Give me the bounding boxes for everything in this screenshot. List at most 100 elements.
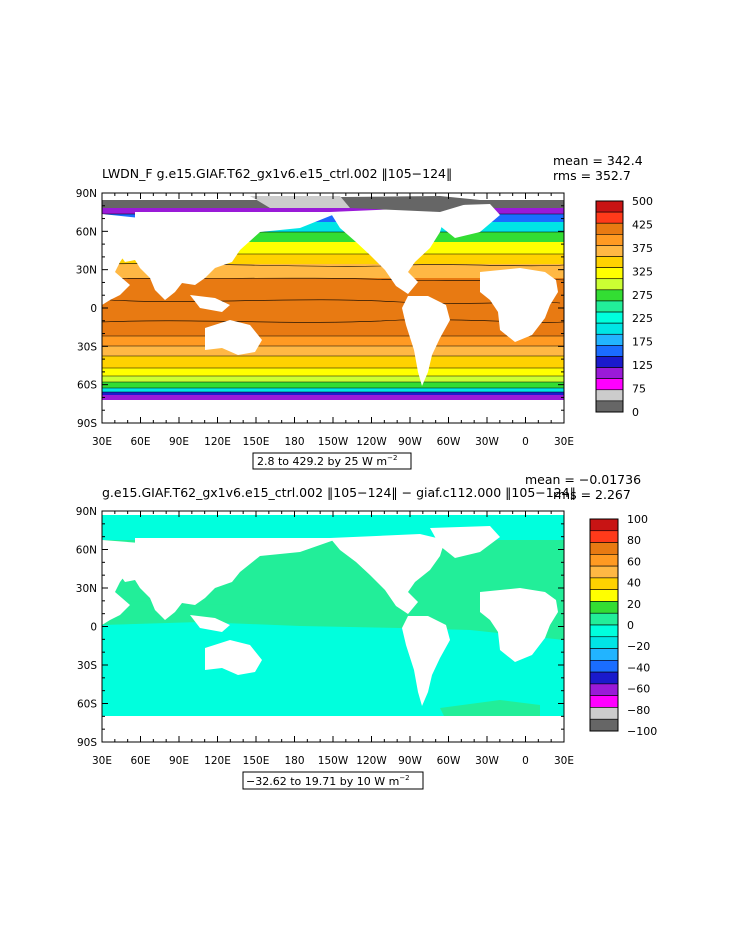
panel-1-range-units-sup: −2 <box>387 454 397 462</box>
colorbar-label: 125 <box>632 359 653 372</box>
colorbar-swatch <box>595 345 624 357</box>
colorbar-label: 175 <box>632 336 653 349</box>
panel-2-range-value: −32.62 to 19.71 by 10 W m <box>246 775 399 788</box>
lat-label: 30N <box>76 583 97 595</box>
land-south-america <box>402 296 450 386</box>
panel-1-axis-ticks <box>101 192 565 424</box>
colorbar-swatch <box>589 542 619 555</box>
lon-label: 150E <box>243 436 270 448</box>
land-maritime <box>190 295 230 312</box>
ocean-band <box>102 346 564 356</box>
colorbar-swatch <box>589 601 619 614</box>
colorbar-swatch <box>589 718 619 732</box>
colorbar-label: 275 <box>632 289 653 302</box>
colorbar-label: 225 <box>632 312 653 325</box>
lon-label: 150W <box>318 436 349 448</box>
colorbar-swatch <box>595 289 624 302</box>
lon-label: 120W <box>356 755 387 767</box>
colorbar-label: 75 <box>632 383 646 396</box>
land-masses <box>102 511 564 742</box>
colorbar-label: −60 <box>627 683 650 696</box>
colorbar-label: 80 <box>627 534 641 547</box>
colorbar-swatch <box>589 530 619 543</box>
ocean-band <box>102 622 564 717</box>
lat-label: 30S <box>77 341 97 353</box>
panel-1-range-text: 2.8 to 429.2 by 25 W m−2 <box>257 454 397 468</box>
lon-label: 60E <box>131 755 151 767</box>
arctic-ice-light <box>250 196 350 208</box>
colorbar-swatch <box>589 577 619 590</box>
panel-2-mean: mean = −0.01736 <box>525 472 641 487</box>
lon-label: 90W <box>398 755 422 767</box>
panel-1-range-box: 2.8 to 429.2 by 25 W m−2 <box>252 452 412 470</box>
panel-1-lat-labels: 90N 60N 30N 0 30S 60S 90S <box>76 188 98 430</box>
ocean-band <box>102 395 564 403</box>
lat-label: 60S <box>77 380 97 392</box>
ocean-band <box>102 222 564 232</box>
lon-label: 120W <box>356 436 387 448</box>
lon-label: 30W <box>475 755 499 767</box>
colorbar-swatch <box>589 648 619 661</box>
lon-label: 30E <box>554 436 574 448</box>
colorbar-swatch <box>595 322 624 335</box>
lon-label: 90E <box>169 436 189 448</box>
ocean-band <box>102 388 564 392</box>
lon-label: 60E <box>131 436 151 448</box>
colorbar-label: 0 <box>632 406 639 419</box>
lat-label: 60N <box>76 226 97 238</box>
ocean-patch-green-south <box>440 700 540 718</box>
ocean-band <box>102 356 564 368</box>
panel-1-range-value: 2.8 to 429.2 by 25 W m <box>257 455 387 468</box>
lat-label: 90N <box>76 188 97 200</box>
colorbar-swatch <box>595 200 624 213</box>
colorbar-swatch <box>595 278 624 291</box>
colorbar-label: 100 <box>627 513 648 526</box>
colorbar-label: −20 <box>627 640 650 653</box>
colorbar-swatch <box>595 389 624 402</box>
lat-label: 30N <box>76 265 97 277</box>
lon-label: 180 <box>284 755 304 767</box>
colorbar-label: 425 <box>632 218 653 231</box>
colorbar-swatch <box>589 695 619 708</box>
colorbar-label: 40 <box>627 577 641 590</box>
panel-1-map <box>102 193 564 423</box>
colorbar-swatch <box>589 518 619 532</box>
lat-label: 0 <box>90 303 97 315</box>
lon-label: 120E <box>204 436 231 448</box>
panel-2: g.e15.GIAF.T62_gx1v6.e15_ctrl.002 ‖105−1… <box>76 472 657 790</box>
ocean-patch-green <box>102 600 564 640</box>
arctic-ice <box>340 196 480 212</box>
lon-label: 120E <box>204 755 231 767</box>
colorbar-swatch <box>595 256 624 268</box>
ocean-band <box>102 232 564 242</box>
colorbar-label: −80 <box>627 704 650 717</box>
land-europe-africa-west <box>102 214 140 305</box>
lat-label: 90S <box>77 737 97 749</box>
panel-1-colorbar: 500 425 375 325 275 225 175 125 75 0 <box>595 195 653 419</box>
panel-2-lon-labels: 30E 60E 90E 120E 150E 180 150W 120W 90W 60W 30W 0 30… <box>92 755 574 767</box>
colorbar-label: 20 <box>627 598 641 611</box>
colorbar-label: 0 <box>627 619 634 632</box>
lon-label: 30E <box>554 755 574 767</box>
ocean-band <box>102 264 564 278</box>
colorbar-label: 375 <box>632 242 653 255</box>
ocean-band <box>102 336 564 346</box>
panel-1-title: LWDN_F g.e15.GIAF.T62_gx1v6.e15_ctrl.002… <box>102 166 452 181</box>
ocean-band <box>102 376 564 382</box>
lat-label: 0 <box>90 622 97 634</box>
panel-2-range-text: −32.62 to 19.71 by 10 W m−2 <box>246 774 410 788</box>
lon-label: 30E <box>92 436 112 448</box>
colorbar-label: −40 <box>627 661 650 674</box>
colorbar-label: 500 <box>632 195 653 208</box>
colorbar-swatch <box>595 367 624 379</box>
ocean-band <box>102 214 564 222</box>
panel-2-rms: rms = 2.267 <box>553 487 631 502</box>
lon-label: 60W <box>437 755 461 767</box>
panel-1-lon-labels: 30E 60E 90E 120E 150E 180 150W 120W 90W 60W 30W 0 30… <box>92 436 574 448</box>
lon-label: 30W <box>475 436 499 448</box>
colorbar-label: 60 <box>627 555 641 568</box>
colorbar-swatch <box>589 636 619 649</box>
lat-label: 60N <box>76 545 97 557</box>
colorbar-swatch <box>595 300 624 313</box>
